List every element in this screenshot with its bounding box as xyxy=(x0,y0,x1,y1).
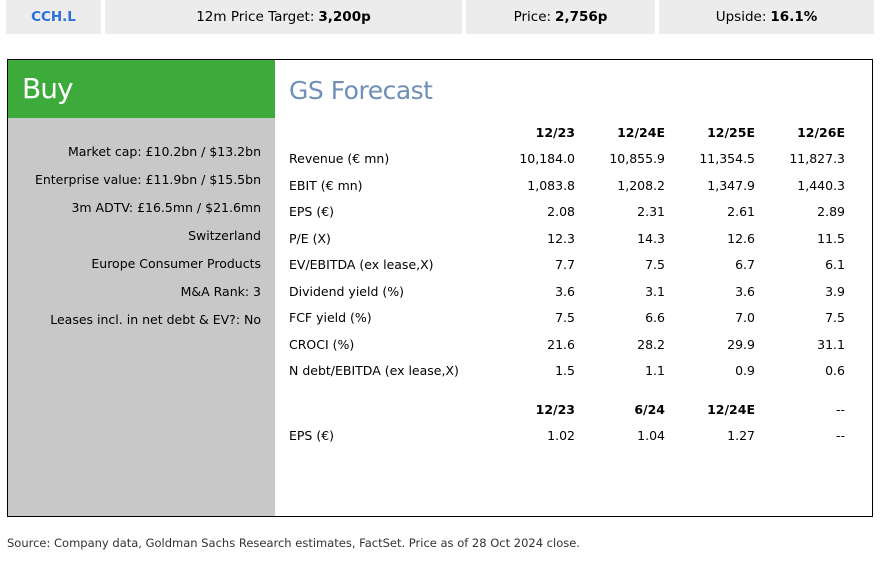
company-info-sidebar: Buy Market cap: £10.2bn / $13.2bn Enterp… xyxy=(8,60,275,516)
upside-label: Upside: xyxy=(715,9,767,25)
country: Switzerland xyxy=(188,228,261,243)
cell-value: 2.08 xyxy=(547,204,575,220)
market-cap: Market cap: £10.2bn / $13.2bn xyxy=(67,144,261,159)
cell-value: 2.31 xyxy=(637,204,665,220)
row-label: EBIT (€ mn) xyxy=(289,177,363,193)
column-header: 12/25E xyxy=(707,124,755,140)
cell-value: 1,208.2 xyxy=(617,177,665,193)
cell-value: 1.04 xyxy=(637,428,665,444)
cell-value: 2.89 xyxy=(817,204,845,220)
cell-value: 11,827.3 xyxy=(789,151,845,167)
table-row: Revenue (€ mn) 10,184.0 10,855.9 11,354.… xyxy=(289,146,845,173)
sector: Europe Consumer Products xyxy=(91,256,261,271)
table-row: EPS (€) 2.08 2.31 2.61 2.89 xyxy=(289,199,845,226)
column-header: 12/26E xyxy=(797,124,845,140)
cell-value: 29.9 xyxy=(727,336,755,352)
cell-value: 7.5 xyxy=(825,310,845,326)
price-target-cell: 12m Price Target: 3,200p xyxy=(105,0,462,34)
cell-value: 3.9 xyxy=(825,283,845,299)
cell-value: 21.6 xyxy=(547,336,575,352)
row-label: N debt/EBITDA (ex lease,X) xyxy=(289,363,459,379)
cell-value: 6.7 xyxy=(735,257,755,273)
source-note: Source: Company data, Goldman Sachs Rese… xyxy=(7,536,580,550)
interim-eps-table: 12/23 6/24 12/24E -- EPS (€) 1.02 1.04 1… xyxy=(289,396,845,449)
price-summary-bar: CCH.L 12m Price Target: 3,200p Price: 2,… xyxy=(6,0,874,34)
cell-value: 1.1 xyxy=(645,363,665,379)
table-row: N debt/EBITDA (ex lease,X) 1.5 1.1 0.9 0… xyxy=(289,358,845,385)
column-header: 12/23 xyxy=(535,401,575,417)
column-header: 12/24E xyxy=(707,401,755,417)
row-label: EPS (€) xyxy=(289,428,335,444)
row-label: Dividend yield (%) xyxy=(289,283,404,299)
cell-value: 14.3 xyxy=(637,230,665,246)
cell-value: 3.6 xyxy=(555,283,575,299)
company-meta-list: Market cap: £10.2bn / $13.2bn Enterprise… xyxy=(35,138,261,334)
price-label: Price: xyxy=(513,9,552,25)
upside-value: 16.1% xyxy=(770,9,818,25)
cell-value: 10,184.0 xyxy=(519,151,575,167)
cell-value: 3.6 xyxy=(735,283,755,299)
column-header: 6/24 xyxy=(634,401,665,417)
cell-value: 12.3 xyxy=(547,230,575,246)
cell-value: 6.6 xyxy=(645,310,665,326)
cell-value: 1.5 xyxy=(555,363,575,379)
rating-badge: Buy xyxy=(8,60,275,118)
column-header: -- xyxy=(835,401,845,417)
cell-value: 6.1 xyxy=(825,257,845,273)
company-panel: Buy Market cap: £10.2bn / $13.2bn Enterp… xyxy=(7,59,873,517)
enterprise-value: Enterprise value: £11.9bn / $15.5bn xyxy=(34,172,261,187)
forecast-title: GS Forecast xyxy=(289,76,433,105)
table-row: CROCI (%) 21.6 28.2 29.9 31.1 xyxy=(289,331,845,358)
row-label: EV/EBITDA (ex lease,X) xyxy=(289,257,434,273)
forecast-section: GS Forecast 12/23 12/24E 12/25E 12/26E R… xyxy=(275,60,872,516)
row-label: Revenue (€ mn) xyxy=(289,151,390,167)
cell-value: 11,354.5 xyxy=(699,151,755,167)
cell-value: 7.5 xyxy=(555,310,575,326)
ma-rank: M&A Rank: 3 xyxy=(180,284,261,299)
cell-value: 3.1 xyxy=(645,283,665,299)
price-target-value: 3,200p xyxy=(318,9,371,25)
cell-value: 1.27 xyxy=(727,428,755,444)
table-row: EBIT (€ mn) 1,083.8 1,208.2 1,347.9 1,44… xyxy=(289,172,845,199)
cell-value: 1.02 xyxy=(547,428,575,444)
cell-value: 2.61 xyxy=(727,204,755,220)
table-row: P/E (X) 12.3 14.3 12.6 11.5 xyxy=(289,225,845,252)
price-target-label: 12m Price Target: xyxy=(196,9,315,25)
cell-value: 1,347.9 xyxy=(707,177,755,193)
cell-value: 7.0 xyxy=(735,310,755,326)
cell-value: 31.1 xyxy=(817,336,845,352)
ticker-label[interactable]: CCH.L xyxy=(6,0,101,34)
cell-value: 28.2 xyxy=(637,336,665,352)
column-header: 12/23 xyxy=(535,124,575,140)
cell-value: 0.9 xyxy=(735,363,755,379)
cell-value: 11.5 xyxy=(817,230,845,246)
table-row: EV/EBITDA (ex lease,X) 7.7 7.5 6.7 6.1 xyxy=(289,252,845,279)
interim-header-row: 12/23 6/24 12/24E -- xyxy=(289,396,845,423)
cell-value: 7.7 xyxy=(555,257,575,273)
table-row: FCF yield (%) 7.5 6.6 7.0 7.5 xyxy=(289,305,845,332)
price-value: 2,756p xyxy=(555,9,608,25)
row-label: CROCI (%) xyxy=(289,336,355,352)
cell-value: 0.6 xyxy=(825,363,845,379)
cell-value: 1,440.3 xyxy=(797,177,845,193)
upside-cell: Upside: 16.1% xyxy=(659,0,874,34)
table-row: Dividend yield (%) 3.6 3.1 3.6 3.9 xyxy=(289,278,845,305)
column-header: 12/24E xyxy=(617,124,665,140)
cell-value: 12.6 xyxy=(727,230,755,246)
cell-value: 1,083.8 xyxy=(527,177,575,193)
cell-value: 10,855.9 xyxy=(609,151,665,167)
table-row: EPS (€) 1.02 1.04 1.27 -- xyxy=(289,423,845,450)
cell-value: 7.5 xyxy=(645,257,665,273)
row-label: FCF yield (%) xyxy=(289,310,372,326)
price-cell: Price: 2,756p xyxy=(466,0,655,34)
adtv: 3m ADTV: £16.5mn / $21.6mn xyxy=(71,200,261,215)
row-label: P/E (X) xyxy=(289,230,331,246)
forecast-table: 12/23 12/24E 12/25E 12/26E Revenue (€ mn… xyxy=(289,119,845,384)
cell-value: -- xyxy=(835,428,845,444)
row-label: EPS (€) xyxy=(289,204,335,220)
leases-note: Leases incl. in net debt & EV?: No xyxy=(50,312,261,327)
forecast-header-row: 12/23 12/24E 12/25E 12/26E xyxy=(289,119,845,146)
